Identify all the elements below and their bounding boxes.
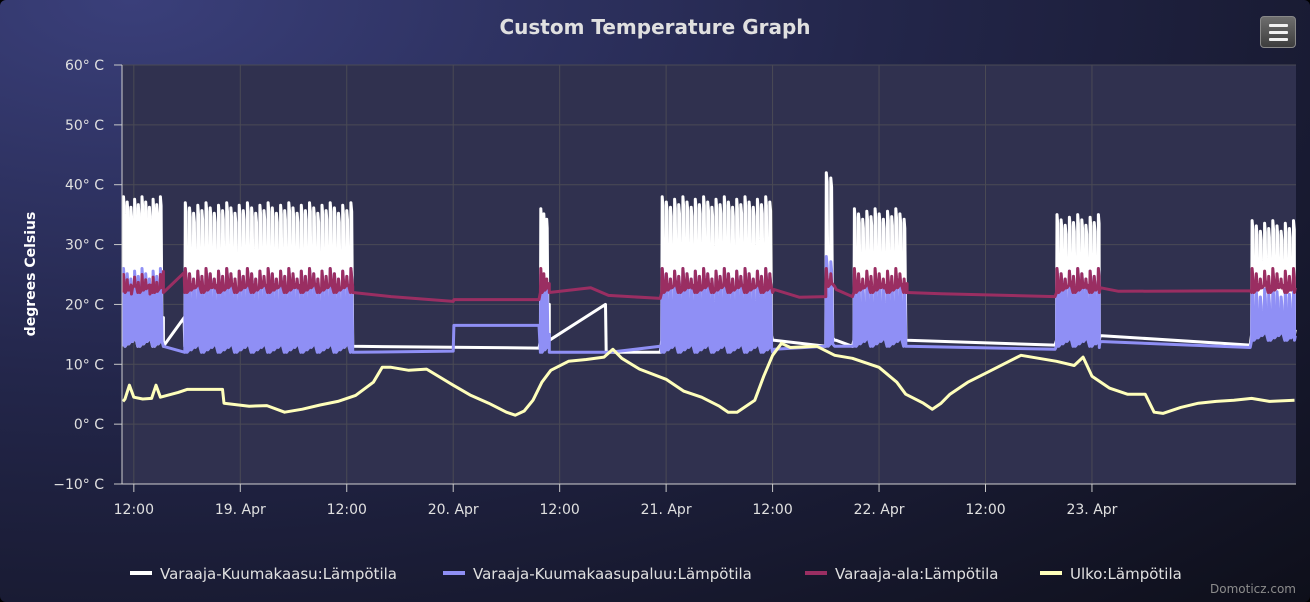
y-tick-label: −10° C [53, 477, 104, 493]
y-tick-label: 20° C [65, 297, 104, 313]
x-tick-label: 12:00 [965, 502, 1005, 518]
x-tick-label: 12:00 [539, 502, 579, 518]
credits-link[interactable]: Domoticz.com [1210, 582, 1296, 596]
legend: Varaaja-Kuumakaasu:Lämpötila Varaaja-Kuum… [130, 565, 1182, 583]
x-tick-label: 19. Apr [215, 502, 266, 518]
y-tick-label: 30° C [65, 238, 104, 254]
series-line-3[interactable] [121, 267, 1297, 303]
x-tick-label: 22. Apr [854, 502, 905, 518]
legend-item[interactable]: Varaaja-Kuumakaasu:Lämpötila [160, 565, 397, 583]
x-tick-label: 20. Apr [428, 502, 479, 518]
hamburger-menu-icon[interactable] [1260, 16, 1296, 48]
y-tick-label: 60° C [65, 58, 104, 74]
x-tick-label: 12:00 [327, 502, 367, 518]
x-tick-label: 23. Apr [1066, 502, 1117, 518]
legend-item[interactable]: Varaaja-ala:Lämpötila [835, 565, 998, 583]
chart-title: Custom Temperature Graph [499, 15, 810, 39]
series-line-4[interactable] [121, 341, 1295, 417]
x-tick-label: 12:00 [114, 502, 154, 518]
legend-item[interactable]: Varaaja-Kuumakaasupaluu:Lämpötila [473, 565, 752, 583]
y-axis-title: degrees Celsius [23, 212, 39, 337]
x-tick-label: 21. Apr [641, 502, 692, 518]
y-tick-label: 10° C [65, 357, 104, 373]
y-tick-label: 50° C [65, 118, 104, 134]
y-tick-label: 40° C [65, 178, 104, 194]
y-tick-label: 0° C [74, 417, 104, 433]
x-tick-label: 12:00 [752, 502, 792, 518]
legend-item[interactable]: Ulko:Lämpötila [1070, 565, 1182, 583]
